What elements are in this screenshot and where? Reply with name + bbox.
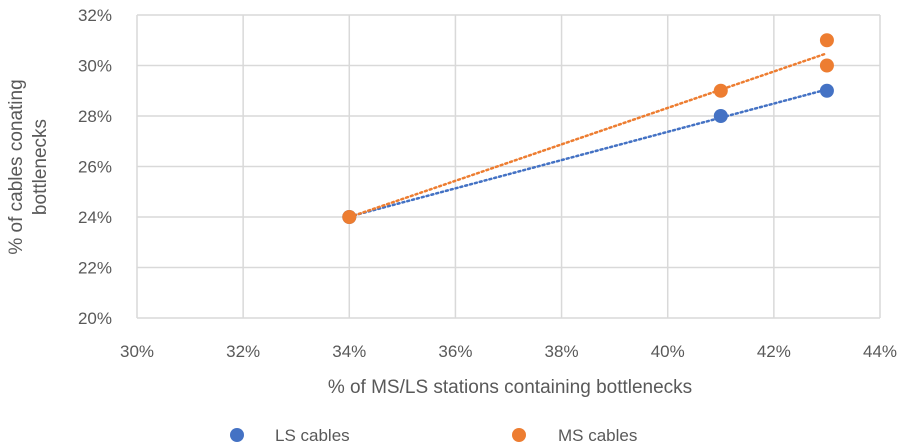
data-point-ms-cables — [342, 210, 357, 224]
y-tick-label: 20% — [78, 309, 112, 328]
legend: LS cables MS cables — [230, 426, 637, 445]
x-tick-label: 34% — [332, 342, 366, 361]
data-point-ms-cables — [819, 58, 834, 73]
y-tick-label: 22% — [78, 259, 112, 278]
y-tick-label: 26% — [78, 158, 112, 177]
x-tick-label: 38% — [545, 342, 579, 361]
legend-item-ms-cables: MS cables — [512, 426, 637, 445]
x-axis-title: % of MS/LS stations containing bottlenec… — [328, 377, 692, 398]
legend-label-ls-cables: LS cables — [275, 426, 350, 445]
trendline-ls-cables — [348, 88, 829, 218]
y-axis-ticks: 20% 22% 24% 26% 28% 30% 32% — [78, 6, 112, 328]
data-points — [342, 33, 834, 224]
legend-marker-ls-cables — [230, 428, 244, 442]
y-tick-label: 32% — [78, 6, 112, 25]
trendlines — [348, 52, 829, 219]
data-point-ls-cables — [713, 109, 728, 123]
data-point-ms-cables — [713, 83, 728, 98]
y-axis-title-line-1: % of cables conating — [6, 79, 27, 254]
x-tick-label: 30% — [120, 342, 154, 361]
x-tick-label: 44% — [863, 342, 897, 361]
y-axis-title: % of cables conating bottlenecks — [6, 79, 51, 254]
data-point-ls-cables — [819, 83, 834, 98]
y-tick-label: 30% — [78, 57, 112, 76]
x-tick-label: 36% — [438, 342, 472, 361]
legend-item-ls-cables: LS cables — [230, 426, 350, 445]
legend-marker-ms-cables — [512, 428, 526, 442]
grid-lines — [136, 14, 881, 319]
x-axis-ticks: 30% 32% 34% 36% 38% 40% 42% 44% — [120, 342, 897, 361]
y-axis-title-line-2: bottlenecks — [30, 119, 51, 215]
trendline-ms-cables — [348, 52, 829, 219]
legend-label-ms-cables: MS cables — [558, 426, 637, 445]
data-point-ms-cables — [819, 33, 834, 48]
x-tick-label: 42% — [757, 342, 791, 361]
y-tick-label: 28% — [78, 107, 112, 126]
x-tick-label: 40% — [651, 342, 685, 361]
x-tick-label: 32% — [226, 342, 260, 361]
y-tick-label: 24% — [78, 208, 112, 227]
